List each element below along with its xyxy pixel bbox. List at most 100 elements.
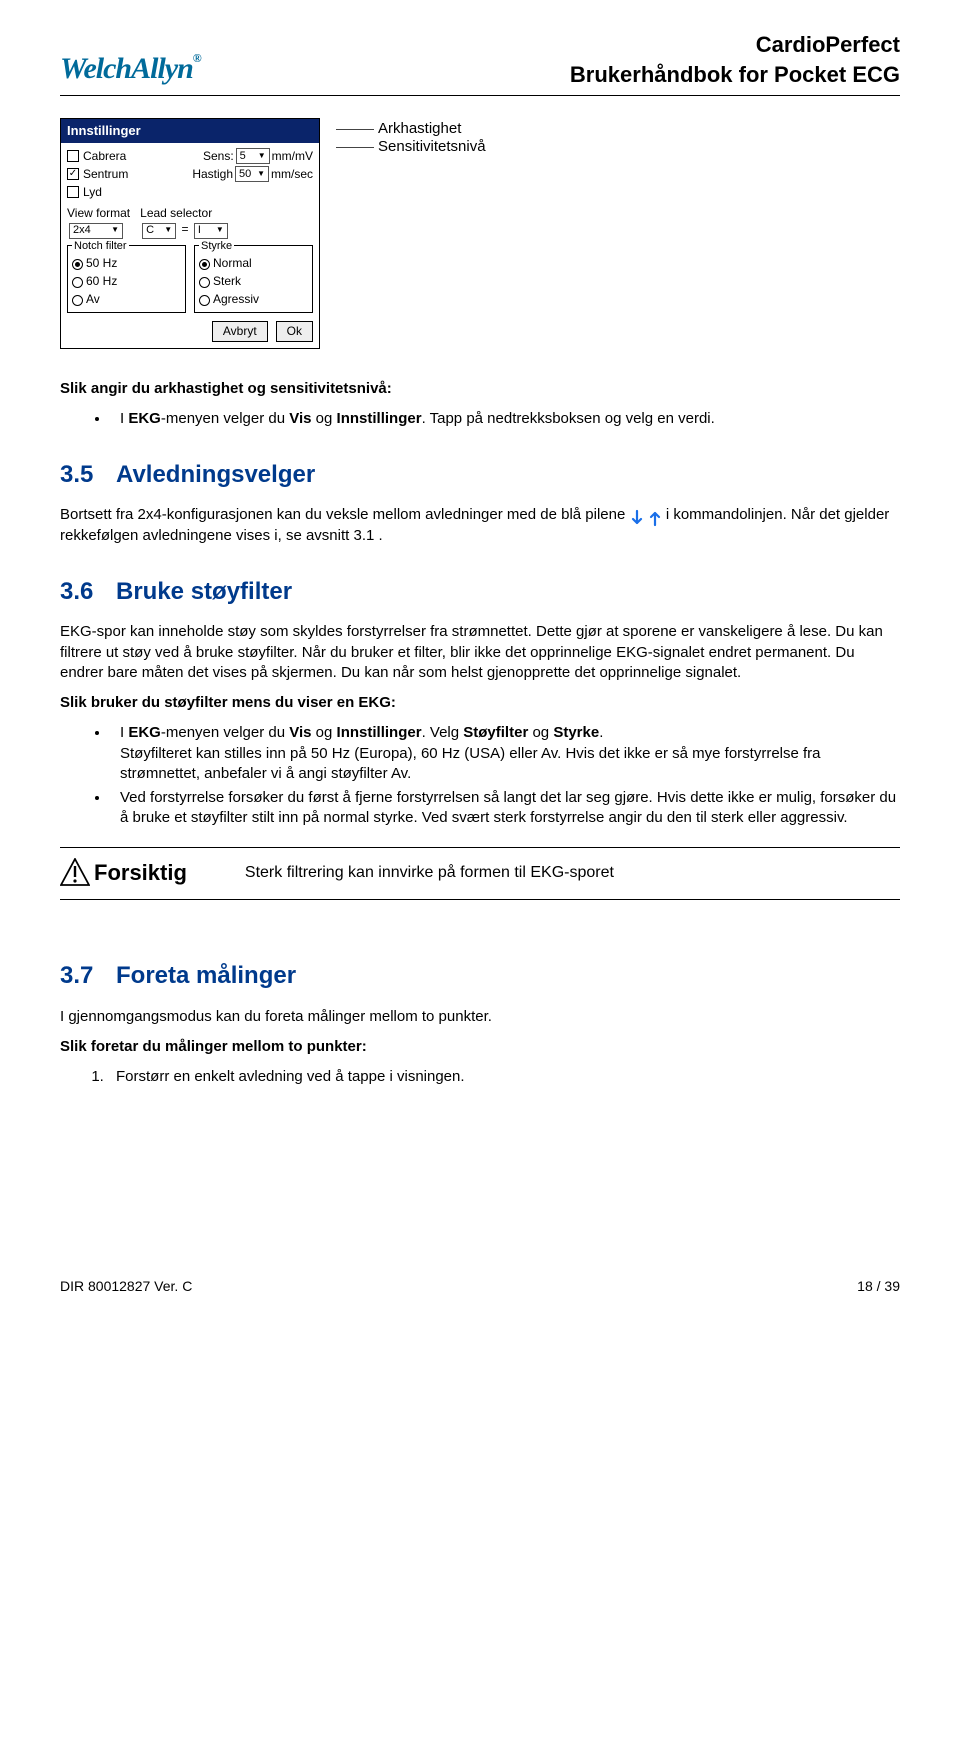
section-3-7-intro: I gjennomgangsmodus kan du foreta måling… [60,1007,900,1027]
dropdown-lead-left[interactable]: C▼ [142,223,176,239]
list-item: Ved forstyrrelse forsøker du først å fje… [110,788,900,829]
section-3-5-para: Bortsett fra 2x4-konfigurasjonen kan du … [60,505,900,546]
text-bold: Innstillinger [337,724,422,741]
section-3-6-para: EKG-spor kan inneholde støy som skyldes … [60,622,900,683]
fieldset-notch-filter: Notch filter 50 Hz 60 Hz Av [67,245,186,314]
legend-styrke: Styrke [199,240,234,252]
text: og [528,724,553,741]
ok-button[interactable]: Ok [276,321,313,341]
caution-label: Forsiktig [60,858,187,888]
section-title: Foreta målinger [116,962,296,989]
text: Bortsett fra 2x4-konfigurasjonen kan du … [60,506,630,523]
label-sens-unit: mm/mV [272,148,313,164]
footer-left: DIR 80012827 Ver. C [60,1277,192,1296]
speed-value: 50 [239,167,251,182]
caution-block: Forsiktig Sterk filtrering kan innvirke … [60,847,900,901]
radio-styrke-normal[interactable] [199,259,210,270]
radio-notch-50[interactable] [72,259,83,270]
text-bold: Vis [289,410,311,427]
lead-arrow-icons [630,508,662,528]
section-3-6-heading: 3.6Bruke støyfilter [60,576,900,608]
checkbox-sentrum[interactable]: ✓ [67,168,79,180]
text: Støyfilteret kan stilles inn på 50 Hz (E… [120,745,821,782]
text-bold: EKG [128,724,161,741]
dropdown-sens[interactable]: 5▼ [236,148,270,164]
intro-bullet-list: I EKG-menyen velger du Vis og Innstillin… [110,409,900,429]
dialog-callouts: Arkhastighet Sensitivitetsnivå [336,120,486,156]
text: . Tapp på nedtrekksboksen og velg en ver… [422,410,715,427]
lead-right: I [198,223,201,238]
intro-heading: Slik angir du arkhastighet og sensitivit… [60,379,900,399]
label-sentrum: Sentrum [83,166,128,182]
label-speed: Hastigh [192,166,233,182]
text-bold: Styrke [553,724,599,741]
doc-title-line1: CardioPerfect [570,30,900,60]
fieldset-styrke: Styrke Normal Sterk Agressiv [194,245,313,314]
view-format-value: 2x4 [73,223,91,238]
dialog-titlebar: Innstillinger [61,119,319,143]
text: . [599,724,603,741]
logo: WelchAllyn® [60,49,201,90]
text: og [312,410,337,427]
dropdown-view-format[interactable]: 2x4 ▼ [69,223,123,239]
section-title: Bruke støyfilter [116,578,292,605]
document-header: WelchAllyn® CardioPerfect Brukerhåndbok … [60,30,900,96]
dropdown-lead-right[interactable]: I▼ [194,223,228,239]
label-cabrera: Cabrera [83,148,126,164]
radio-notch-60[interactable] [72,277,83,288]
label-lead-selector: Lead selector [140,205,230,221]
section-3-5-heading: 3.5Avledningsvelger [60,459,900,491]
logo-text: WelchAllyn [60,52,193,85]
warning-icon [60,858,90,886]
radio-styrke-sterk[interactable] [199,277,210,288]
checkbox-cabrera[interactable] [67,150,79,162]
dropdown-speed[interactable]: 50 ▼ [235,166,269,182]
radio-styrke-agressiv[interactable] [199,295,210,306]
caution-text: Sterk filtrering kan innvirke på formen … [245,862,614,884]
legend-notch: Notch filter [72,240,129,252]
text: -menyen velger du [161,410,289,427]
section-3-6-subhead: Slik bruker du støyfilter mens du viser … [60,693,900,713]
page-footer: DIR 80012827 Ver. C 18 / 39 [60,1277,900,1296]
chevron-down-icon: ▼ [258,151,266,162]
intro-bullet: I EKG-menyen velger du Vis og Innstillin… [110,409,900,429]
doc-title-line2: Brukerhåndbok for Pocket ECG [570,60,900,90]
text-bold: EKG [128,410,161,427]
chevron-down-icon: ▼ [257,169,265,180]
text: . Velg [422,724,464,741]
label-styrke-agressiv: Agressiv [213,291,259,307]
footer-right: 18 / 39 [857,1277,900,1296]
chevron-down-icon: ▼ [216,225,224,236]
section-title: Avledningsvelger [116,461,315,488]
sens-value: 5 [240,149,246,164]
chevron-down-icon: ▼ [111,225,119,236]
label-view-format: View format [67,205,130,221]
settings-dialog: Innstillinger Cabrera Sens: 5▼ mm/mV ✓ S… [60,118,320,348]
label-styrke-sterk: Sterk [213,273,241,289]
text-bold: Innstillinger [337,410,422,427]
text-bold: Støyfilter [463,724,528,741]
text: -menyen velger du [161,724,289,741]
lead-left: C [146,223,154,238]
chevron-down-icon: ▼ [164,225,172,236]
text-bold: Vis [289,724,311,741]
doc-title-block: CardioPerfect Brukerhåndbok for Pocket E… [570,30,900,89]
cancel-button[interactable]: Avbryt [212,321,268,341]
section-3-7-subhead: Slik foretar du målinger mellom to punkt… [60,1037,900,1057]
label-lyd: Lyd [83,184,102,200]
section-3-6-list: I EKG-menyen velger du Vis og Innstillin… [110,723,900,828]
step-1: Forstørr en enkelt avledning ved å tappe… [108,1067,900,1087]
section-num: 3.5 [60,459,116,491]
settings-dialog-figure: Innstillinger Cabrera Sens: 5▼ mm/mV ✓ S… [60,118,900,348]
label-notch-50: 50 Hz [86,255,117,271]
section-3-7-steps: Forstørr en enkelt avledning ved å tappe… [108,1067,900,1087]
section-3-7-heading: 3.7Foreta målinger [60,960,900,992]
label-equals: = [181,222,188,236]
text: og [312,724,337,741]
section-num: 3.7 [60,960,116,992]
checkbox-lyd[interactable] [67,186,79,198]
label-notch-60: 60 Hz [86,273,117,289]
radio-notch-av[interactable] [72,295,83,306]
section-num: 3.6 [60,576,116,608]
label-styrke-normal: Normal [213,255,252,271]
